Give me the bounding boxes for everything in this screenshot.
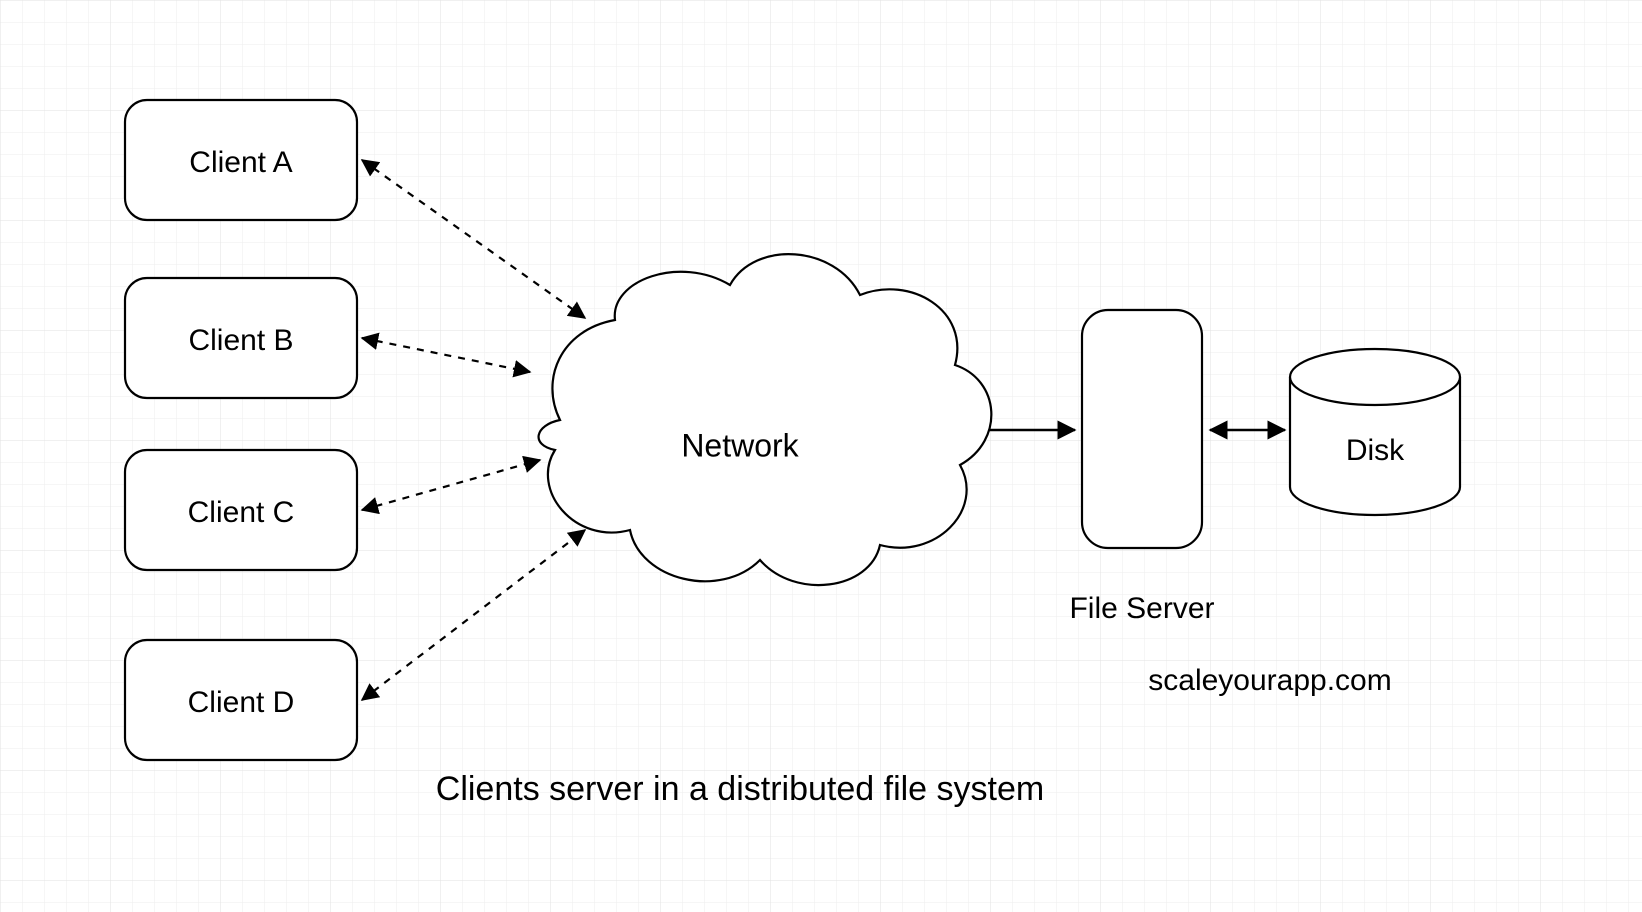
diagram-credit: scaleyourapp.com [1148, 664, 1391, 697]
node-file-server-label: File Server [1069, 592, 1214, 625]
node-client-c-label: Client C [188, 496, 295, 529]
node-client-b-label: Client B [188, 324, 293, 357]
disk-top-icon [1290, 349, 1460, 405]
node-disk: Disk [1290, 349, 1460, 515]
diagram-caption: Clients server in a distributed file sys… [436, 770, 1044, 808]
node-client-a: Client A [125, 100, 357, 220]
node-client-c: Client C [125, 450, 357, 570]
node-client-d-label: Client D [188, 686, 295, 719]
node-network-label: Network [681, 427, 799, 463]
diagram-svg: Client A Client B Client C Client D Netw… [0, 0, 1642, 912]
node-client-a-label: Client A [189, 146, 292, 179]
node-disk-label: Disk [1346, 434, 1405, 467]
node-client-d: Client D [125, 640, 357, 760]
diagram-canvas: Client A Client B Client C Client D Netw… [0, 0, 1642, 912]
node-client-b: Client B [125, 278, 357, 398]
